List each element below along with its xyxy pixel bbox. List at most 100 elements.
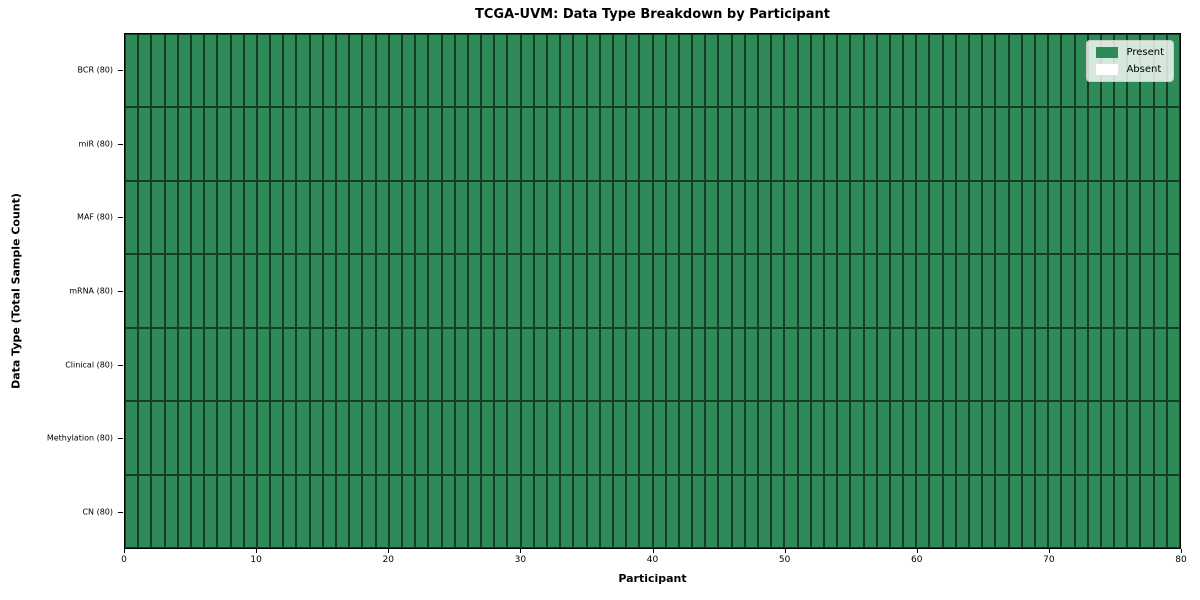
heatmap-cell bbox=[415, 474, 429, 548]
heatmap-cell bbox=[1127, 180, 1141, 255]
heatmap-cell bbox=[230, 474, 244, 548]
heatmap-cell bbox=[388, 34, 402, 108]
heatmap-cell bbox=[744, 107, 758, 181]
x-tick-mark bbox=[652, 549, 654, 553]
heatmap-cell bbox=[1034, 254, 1049, 328]
heatmap-cell bbox=[296, 254, 310, 328]
heatmap-cell bbox=[876, 474, 890, 548]
heatmap-cell bbox=[349, 401, 363, 475]
heatmap-cell bbox=[401, 180, 416, 255]
heatmap-cell bbox=[190, 107, 205, 181]
heatmap-cell bbox=[810, 107, 824, 181]
heatmap-cell bbox=[1087, 401, 1101, 475]
heatmap-cell bbox=[1140, 180, 1154, 255]
heatmap-cell bbox=[533, 34, 547, 108]
heatmap-cell bbox=[467, 107, 482, 181]
heatmap-cell bbox=[349, 327, 363, 402]
heatmap-cell bbox=[230, 254, 244, 328]
heatmap-cell bbox=[705, 474, 719, 548]
heatmap-cell bbox=[533, 107, 547, 181]
heatmap-cell bbox=[599, 254, 613, 328]
heatmap-cell bbox=[415, 401, 429, 475]
heatmap-cell bbox=[1034, 327, 1049, 402]
heatmap-cell bbox=[876, 254, 890, 328]
heatmap-cell bbox=[771, 327, 785, 402]
heatmap-cell bbox=[903, 401, 917, 475]
heatmap-cell bbox=[810, 254, 824, 328]
heatmap-cell bbox=[692, 254, 706, 328]
heatmap-cell bbox=[652, 180, 666, 255]
heatmap-cell bbox=[243, 474, 257, 548]
legend: Present Absent bbox=[1086, 40, 1174, 82]
heatmap-cell bbox=[692, 180, 706, 255]
heatmap-cell bbox=[837, 474, 851, 548]
heatmap-cell bbox=[1100, 327, 1115, 402]
heatmap-cell bbox=[309, 254, 323, 328]
heatmap-cell bbox=[850, 474, 864, 548]
heatmap-cell bbox=[520, 474, 534, 548]
heatmap-cell bbox=[428, 254, 442, 328]
heatmap-cell bbox=[929, 401, 943, 475]
heatmap-cell bbox=[1048, 327, 1062, 402]
heatmap-cell bbox=[718, 327, 732, 402]
heatmap-cell bbox=[612, 107, 627, 181]
heatmap-cell bbox=[494, 327, 508, 402]
heatmap-cell bbox=[1114, 180, 1128, 255]
heatmap-cell bbox=[942, 107, 956, 181]
heatmap-cell bbox=[823, 107, 838, 181]
heatmap-cell bbox=[349, 180, 363, 255]
heatmap-cell bbox=[837, 180, 851, 255]
heatmap-cell bbox=[612, 401, 627, 475]
heatmap-cell bbox=[177, 34, 191, 108]
heatmap-cell bbox=[942, 254, 956, 328]
heatmap-cell bbox=[454, 327, 468, 402]
heatmap-cell bbox=[1061, 474, 1075, 548]
heatmap-cell bbox=[204, 180, 218, 255]
heatmap-cell bbox=[507, 401, 521, 475]
heatmap-cell bbox=[309, 327, 323, 402]
heatmap-cell bbox=[573, 474, 587, 548]
heatmap-cell bbox=[995, 34, 1009, 108]
heatmap-cell bbox=[889, 474, 904, 548]
heatmap-cell bbox=[599, 327, 613, 402]
heatmap-cell bbox=[850, 401, 864, 475]
heatmap-cell bbox=[995, 474, 1009, 548]
heatmap-cell bbox=[916, 254, 930, 328]
heatmap-cell bbox=[164, 327, 178, 402]
heatmap-cell bbox=[1140, 254, 1154, 328]
heatmap-cell bbox=[982, 254, 996, 328]
heatmap-cell bbox=[626, 474, 640, 548]
heatmap-cell bbox=[784, 34, 798, 108]
heatmap-cell bbox=[863, 401, 877, 475]
legend-swatch-present bbox=[1096, 47, 1119, 58]
heatmap-cell bbox=[771, 34, 785, 108]
heatmap-cell bbox=[652, 34, 666, 108]
legend-item: Absent bbox=[1096, 64, 1164, 75]
heatmap-cell bbox=[1114, 401, 1128, 475]
heatmap-cell bbox=[283, 474, 297, 548]
heatmap-cell bbox=[929, 180, 943, 255]
heatmap-cell bbox=[916, 401, 930, 475]
heatmap-cell bbox=[388, 327, 402, 402]
heatmap-cell bbox=[1048, 107, 1062, 181]
heatmap-cell bbox=[243, 327, 257, 402]
heatmap-cell bbox=[375, 180, 389, 255]
heatmap-cell bbox=[507, 327, 521, 402]
heatmap-cell bbox=[612, 327, 627, 402]
heatmap-cell bbox=[362, 180, 376, 255]
heatmap-cell bbox=[612, 34, 627, 108]
heatmap-cell bbox=[626, 254, 640, 328]
heatmap-cell bbox=[876, 327, 890, 402]
heatmap-cell bbox=[718, 180, 732, 255]
heatmap-cell bbox=[177, 180, 191, 255]
heatmap-cell bbox=[375, 254, 389, 328]
heatmap-cell bbox=[744, 34, 758, 108]
heatmap-cell bbox=[705, 327, 719, 402]
heatmap-cell bbox=[1087, 327, 1101, 402]
heatmap-cell bbox=[336, 474, 350, 548]
heatmap-cell bbox=[1021, 401, 1035, 475]
heatmap-cell bbox=[639, 254, 653, 328]
heatmap-cell bbox=[692, 401, 706, 475]
heatmap-cell bbox=[243, 107, 257, 181]
